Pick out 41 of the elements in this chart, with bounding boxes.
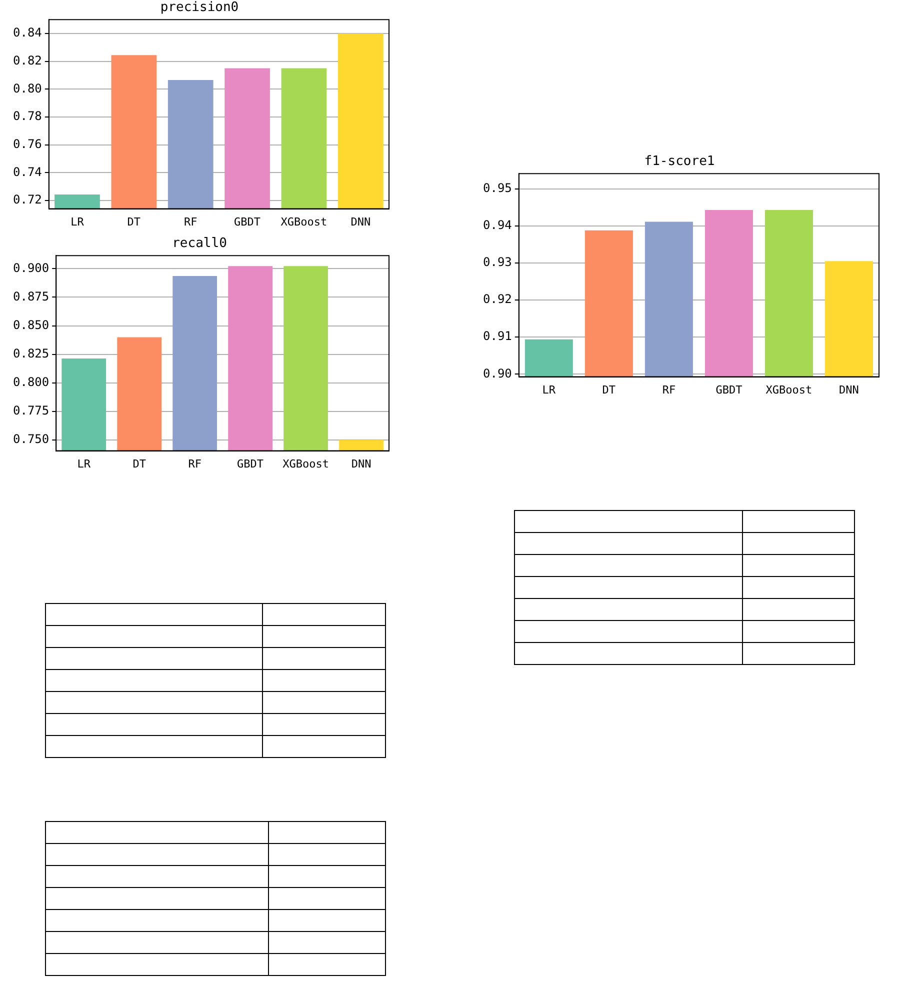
x-tick-label: DNN [351, 457, 372, 470]
x-tick-label: LR [77, 457, 91, 470]
y-tick-label: 0.82 [12, 53, 42, 68]
x-tick-label: DNN [839, 383, 859, 396]
y-tick-label: 0.875 [13, 289, 50, 304]
y-tick-label: 0.91 [482, 329, 512, 344]
x-tick-label: DT [602, 383, 616, 396]
y-tick-label: 0.93 [482, 255, 512, 270]
y-tick-label: 0.775 [13, 404, 50, 418]
y-tick-label: 0.94 [482, 218, 512, 232]
x-tick-label: DT [132, 457, 146, 470]
x-tick-label: GBDT [237, 457, 264, 470]
y-tick-label: 0.84 [12, 26, 42, 40]
chart-title: f1-score1 [644, 154, 715, 170]
y-tick-label: 0.78 [12, 109, 42, 124]
y-tick-label: 0.800 [13, 375, 50, 390]
y-tick-label: 0.850 [13, 318, 50, 332]
y-tick-label: 0.95 [482, 180, 512, 195]
x-tick-label: XGBoost [280, 215, 328, 228]
y-tick-label: 0.76 [12, 136, 42, 151]
x-tick-label: GBDT [234, 215, 261, 228]
x-tick-label: XGBoost [766, 383, 812, 396]
y-tick-label: 0.90 [482, 366, 512, 380]
y-tick-label: 0.750 [13, 432, 50, 446]
y-tick-label: 0.80 [12, 81, 42, 96]
x-tick-label: DT [127, 215, 141, 228]
x-tick-label: DNN [350, 215, 371, 228]
y-tick-label: 0.72 [12, 192, 42, 207]
x-tick-label: LR [542, 383, 556, 396]
x-tick-label: XGBoost [282, 457, 329, 470]
x-tick-label: GBDT [716, 383, 743, 396]
chart-title: precision0 [160, 0, 239, 16]
y-tick-label: 0.92 [482, 292, 512, 306]
x-tick-label: LR [70, 215, 84, 228]
y-tick-label: 0.900 [13, 260, 50, 275]
y-tick-label: 0.74 [12, 164, 42, 179]
x-tick-label: RF [188, 457, 202, 470]
y-tick-label: 0.825 [13, 346, 50, 360]
x-tick-label: RF [662, 383, 676, 396]
chart-title: recall0 [172, 236, 227, 252]
x-tick-label: RF [184, 215, 198, 228]
